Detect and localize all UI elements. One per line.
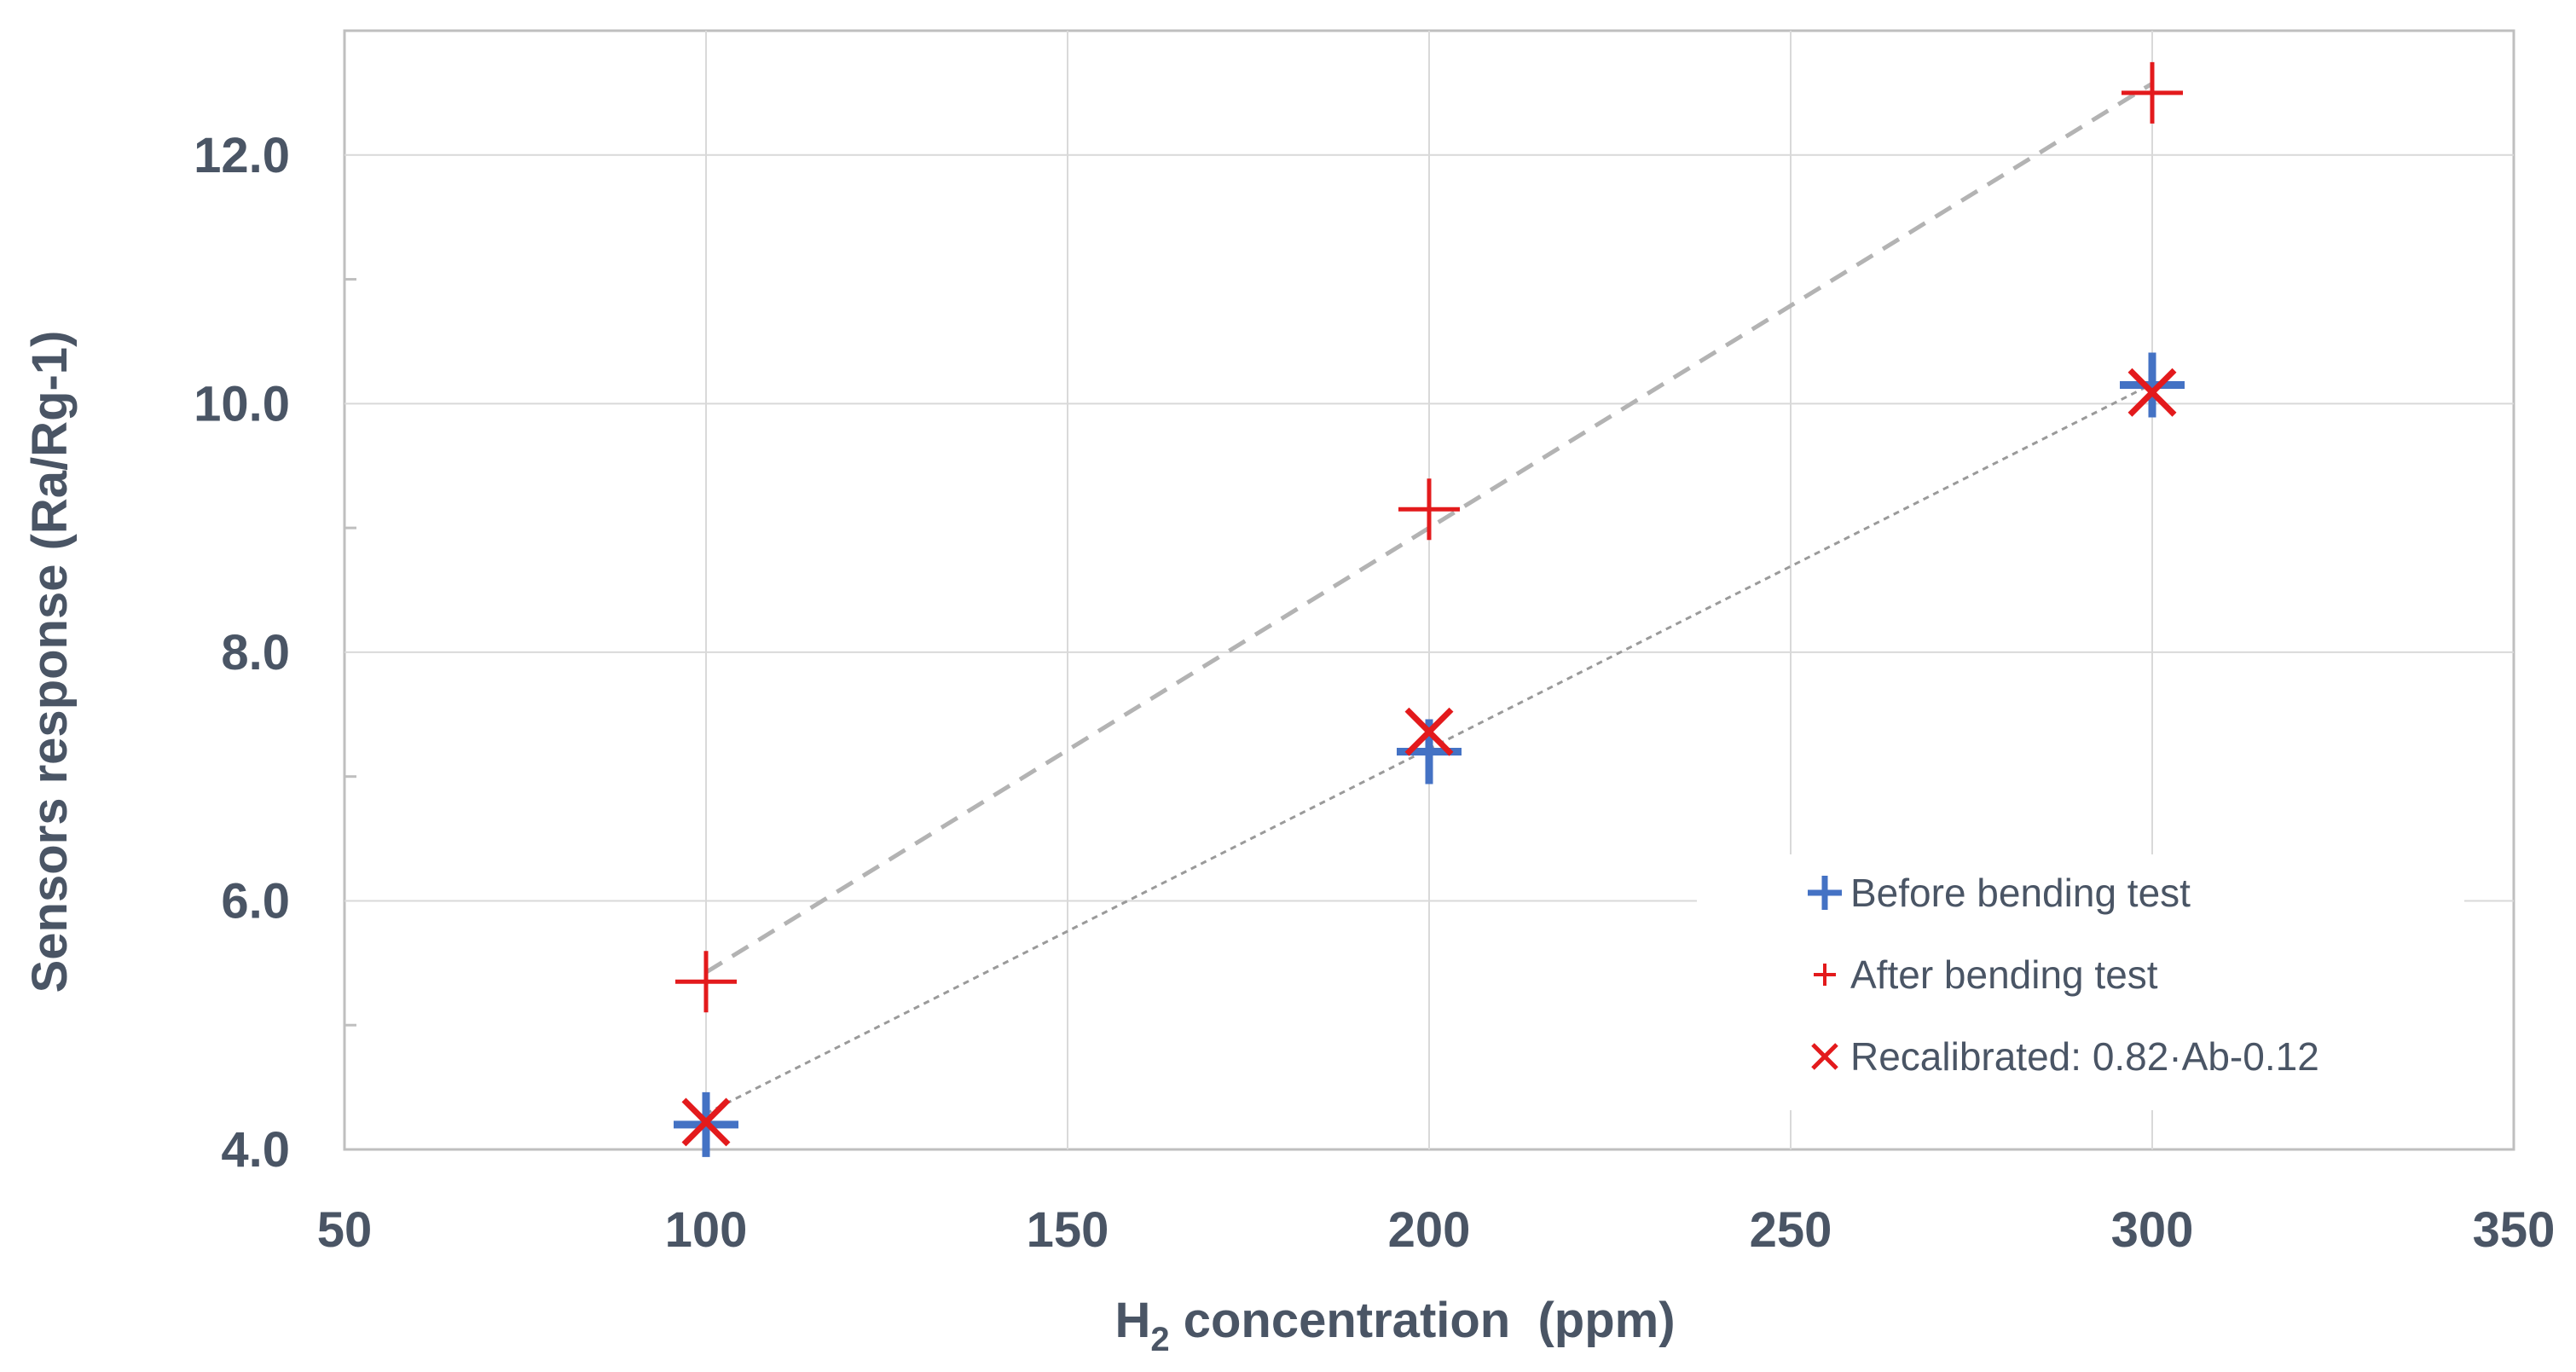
- data-point: [675, 951, 737, 1013]
- data-point-b: [2127, 368, 2177, 417]
- data-point: [1398, 478, 1460, 541]
- x-axis-title-subscript: 2: [1150, 1321, 1169, 1358]
- data-point: [2127, 368, 2177, 417]
- x-tick-label: 100: [665, 1202, 748, 1258]
- data-point-b: [681, 1097, 731, 1147]
- x-tick-label: 250: [1750, 1202, 1832, 1258]
- y-tick-label: 8.0: [221, 625, 290, 680]
- x-tick-label: 150: [1027, 1202, 1109, 1258]
- x-axis-title-prefix: H: [1114, 1293, 1150, 1348]
- x-axis-title-suffix: concentration (ppm): [1170, 1293, 1676, 1348]
- x-tick-labels: 50 100 150 200 250 300 350: [317, 1202, 2556, 1258]
- data-point: [2122, 61, 2183, 124]
- markers: [674, 61, 2185, 1157]
- data-point: [2120, 352, 2185, 418]
- x-tick-label: 50: [317, 1202, 373, 1258]
- y-axis-title: Sensors response (Ra/Rg-1): [22, 331, 78, 993]
- data-point-b: [1404, 707, 1454, 756]
- y-tick-label: 12.0: [194, 128, 290, 183]
- legend-marker: [1814, 964, 1836, 986]
- data-point: [681, 1097, 731, 1147]
- legend: Before bending test After bending test Rec…: [1697, 854, 2464, 1110]
- y-tick-label: 4.0: [221, 1122, 290, 1178]
- legend-label: Recalibrated: 0.82·Ab-0.12: [1850, 1034, 2319, 1079]
- y-tick-label: 10.0: [194, 376, 290, 431]
- legend-label: Before bending test: [1850, 871, 2191, 915]
- legend-marker: [1808, 876, 1842, 910]
- legend-marker: [1811, 1043, 1838, 1070]
- legend-label: After bending test: [1850, 952, 2158, 997]
- x-tick-label: 200: [1388, 1202, 1471, 1258]
- y-tick-label: 6.0: [221, 873, 290, 929]
- trendline-series-1: [704, 81, 2154, 975]
- data-point: [1404, 707, 1454, 756]
- x-tick-label: 300: [2111, 1202, 2194, 1258]
- x-axis-title: H2 concentration (ppm): [1114, 1293, 1675, 1358]
- legend-marker-b: [1811, 1043, 1838, 1070]
- y-tick-labels: 4.0 6.0 8.0 10.0 12.0: [194, 128, 290, 1178]
- x-tick-label: 350: [2473, 1202, 2556, 1258]
- minor-ticks: [344, 278, 356, 1027]
